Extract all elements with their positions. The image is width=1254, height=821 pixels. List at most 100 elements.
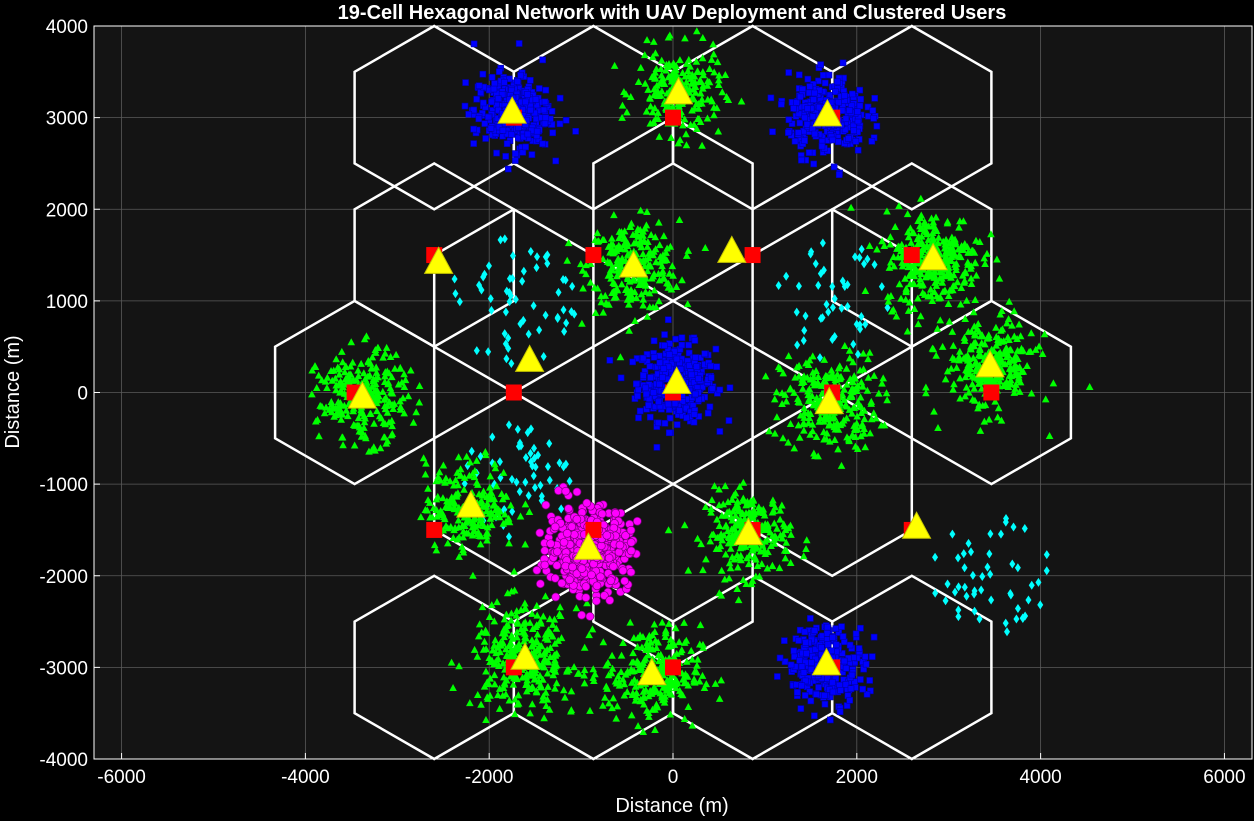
user-point-triangle (626, 291, 634, 299)
user-point-square (870, 115, 877, 122)
user-point-triangle (936, 274, 944, 282)
user-point-diamond (932, 552, 939, 562)
user-point-triangle (1040, 330, 1049, 338)
user-point-diamond (1010, 522, 1017, 532)
user-point-diamond (566, 476, 573, 486)
user-point-triangle (674, 73, 682, 81)
user-point-triangle (995, 274, 1004, 282)
user-point-triangle (486, 691, 494, 699)
user-point-square (838, 623, 845, 630)
user-point-triangle (721, 482, 729, 490)
user-point-diamond (884, 303, 891, 313)
user-point-triangle (872, 414, 880, 422)
user-point-triangle (961, 314, 970, 322)
user-point-triangle (327, 367, 335, 375)
user-point-triangle (308, 390, 316, 398)
user-point-square (862, 660, 870, 668)
user-point-triangle (795, 372, 803, 380)
user-point-triangle (660, 698, 669, 706)
user-point-square (659, 374, 666, 381)
uav-marker (733, 517, 764, 546)
user-point-diamond (1021, 523, 1028, 533)
user-point-triangle (766, 528, 774, 536)
user-point-triangle (645, 303, 654, 311)
user-point-triangle (487, 488, 495, 496)
user-point-triangle (861, 286, 870, 294)
user-point-triangle (742, 579, 751, 587)
user-point-triangle (381, 402, 389, 410)
user-point-diamond (987, 529, 994, 539)
user-point-diamond (1014, 603, 1021, 613)
user-point-triangle (339, 383, 347, 391)
user-point-square (785, 129, 792, 136)
user-point-square (861, 653, 869, 661)
user-point-triangle (472, 456, 481, 464)
user-point-triangle (693, 661, 701, 669)
user-point-triangle (528, 683, 537, 691)
user-point-square (540, 106, 548, 114)
user-point-triangle (580, 643, 589, 651)
user-point-circle (541, 500, 551, 510)
user-point-triangle (527, 671, 536, 679)
user-point-triangle (898, 262, 907, 270)
user-point-diamond (1004, 627, 1011, 637)
user-point-triangle (664, 526, 673, 534)
user-point-triangle (709, 40, 717, 48)
user-point-diamond (502, 307, 509, 317)
user-point-triangle (782, 538, 791, 546)
user-point-triangle (736, 544, 745, 552)
user-point-triangle (540, 654, 549, 662)
user-point-triangle (686, 120, 695, 128)
user-point-triangle (923, 241, 931, 249)
user-point-triangle (646, 102, 655, 110)
user-point-square (820, 692, 828, 699)
user-point-triangle (724, 498, 732, 506)
user-point-triangle (502, 492, 511, 500)
user-point-diamond (955, 553, 962, 563)
user-point-triangle (614, 672, 622, 680)
user-point-triangle (891, 222, 899, 230)
user-point-diamond (546, 439, 553, 449)
user-point-triangle (748, 576, 757, 584)
user-point-diamond (987, 569, 994, 579)
user-point-triangle (887, 292, 895, 300)
user-point-triangle (981, 401, 990, 409)
user-point-triangle (916, 275, 924, 283)
user-point-square (461, 102, 469, 110)
user-point-triangle (628, 690, 637, 698)
user-point-triangle (644, 85, 652, 93)
user-point-triangle (636, 695, 645, 703)
user-point-triangle (810, 449, 818, 457)
user-point-triangle (513, 700, 522, 708)
user-point-diamond (949, 529, 956, 539)
user-point-triangle (860, 425, 868, 433)
user-point-triangle (347, 338, 356, 346)
user-point-triangle (394, 380, 403, 388)
user-point-triangle (738, 509, 746, 517)
user-point-triangle (879, 374, 888, 382)
user-point-triangle (637, 290, 646, 298)
user-point-triangle (827, 366, 836, 374)
user-point-square (850, 127, 857, 134)
user-point-triangle (513, 628, 521, 636)
user-point-triangle (651, 114, 660, 122)
user-point-triangle (662, 683, 671, 691)
user-point-triangle (523, 676, 532, 684)
user-point-triangle (487, 601, 496, 609)
user-point-triangle (642, 221, 651, 229)
user-point-square (496, 68, 503, 75)
user-point-diamond (497, 235, 504, 245)
user-point-triangle (847, 203, 855, 211)
user-point-triangle (950, 380, 958, 388)
uav-marker (918, 242, 948, 271)
user-point-square (809, 113, 817, 120)
user-point-triangle (710, 482, 719, 490)
user-point-triangle (632, 294, 641, 302)
user-point-diamond (496, 457, 503, 467)
user-point-triangle (648, 705, 657, 713)
user-point-triangle (629, 230, 637, 238)
user-point-circle (618, 566, 628, 576)
user-point-triangle (743, 554, 751, 562)
user-point-triangle (669, 70, 678, 78)
user-point-square (508, 131, 516, 138)
